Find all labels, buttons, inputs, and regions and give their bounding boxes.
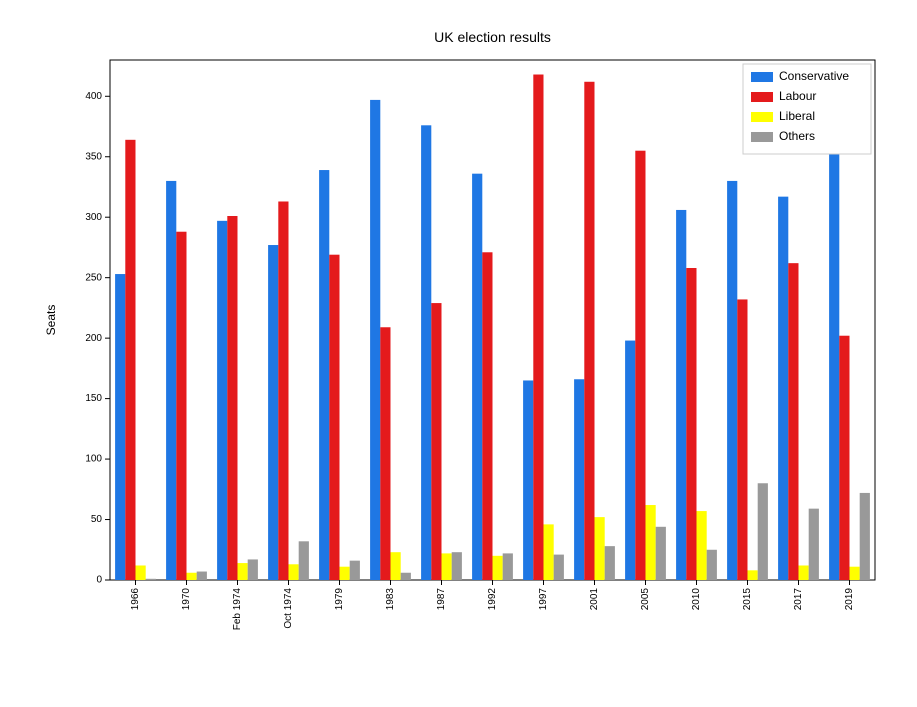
x-tick-label: 2001 xyxy=(589,588,600,611)
chart-title: UK election results xyxy=(434,29,551,45)
y-tick-label: 50 xyxy=(91,514,103,525)
bar xyxy=(370,100,380,580)
legend-swatch xyxy=(751,132,773,142)
chart-container: 0 50 100 150 200 250 300 350 400 1966 1970 Feb 1974… xyxy=(0,0,917,707)
bar xyxy=(605,546,615,580)
bar xyxy=(442,553,452,580)
bar xyxy=(697,511,707,580)
x-tick-label: 1987 xyxy=(436,588,447,611)
y-tick-label: 150 xyxy=(85,393,102,404)
bar xyxy=(238,563,248,580)
bar xyxy=(187,573,197,580)
bar xyxy=(493,556,503,580)
bar xyxy=(401,573,411,580)
y-axis-label: Seats xyxy=(44,305,58,336)
bar xyxy=(289,564,299,580)
bar xyxy=(860,493,870,580)
legend-label: Conservative xyxy=(779,69,849,83)
chart-svg: 0 50 100 150 200 250 300 350 400 1966 1970 Feb 1974… xyxy=(0,0,917,707)
y-tick-label: 250 xyxy=(85,272,102,283)
x-tick-label: 1983 xyxy=(385,588,396,611)
x-tick-label: 1992 xyxy=(487,588,498,611)
bar xyxy=(166,181,176,580)
bar xyxy=(217,221,227,580)
bar xyxy=(350,561,360,580)
bar xyxy=(829,139,839,580)
x-tick-label: 2015 xyxy=(742,588,753,611)
bar xyxy=(788,263,798,580)
y-tick-label: 400 xyxy=(85,91,102,102)
bar xyxy=(748,570,758,580)
legend-swatch xyxy=(751,112,773,122)
bar xyxy=(136,565,146,580)
x-tick-label: 1970 xyxy=(181,588,192,611)
bar xyxy=(676,210,686,580)
bar xyxy=(452,552,462,580)
x-tick-label: Oct 1974 xyxy=(283,588,294,629)
x-tick-label: Feb 1974 xyxy=(232,588,243,631)
x-tick-label: 1966 xyxy=(130,588,141,611)
x-tick-label: 2005 xyxy=(640,588,651,611)
bar xyxy=(656,527,666,580)
x-tick-label: 2010 xyxy=(691,588,702,611)
bar xyxy=(431,303,441,580)
bar xyxy=(176,232,186,580)
bar xyxy=(227,216,237,580)
x-tick-label: 2019 xyxy=(844,588,855,611)
legend-label: Others xyxy=(779,129,815,143)
bar xyxy=(850,567,860,580)
x-tick-label: 1997 xyxy=(538,588,549,611)
bar xyxy=(380,327,390,580)
legend-swatch xyxy=(751,72,773,82)
y-tick-label: 200 xyxy=(85,333,102,344)
bar xyxy=(544,524,554,580)
bar xyxy=(391,552,401,580)
legend-label: Liberal xyxy=(779,109,815,123)
bar xyxy=(635,151,645,580)
bar xyxy=(319,170,329,580)
y-tick-label: 100 xyxy=(85,454,102,465)
bar xyxy=(758,483,768,580)
bar xyxy=(299,541,309,580)
bar xyxy=(584,82,594,580)
y-tick-label: 350 xyxy=(85,151,102,162)
bar xyxy=(472,174,482,580)
bar xyxy=(421,125,431,580)
bar xyxy=(278,201,288,580)
bar xyxy=(248,559,258,580)
bar xyxy=(523,380,533,580)
bar xyxy=(533,75,543,580)
bar xyxy=(595,517,605,580)
bar xyxy=(574,379,584,580)
bar xyxy=(125,140,135,580)
bar xyxy=(646,505,656,580)
bar xyxy=(839,336,849,580)
bar xyxy=(482,252,492,580)
bar xyxy=(146,579,156,580)
bar xyxy=(625,341,635,580)
x-tick-label: 2017 xyxy=(793,588,804,611)
bar xyxy=(809,509,819,580)
bar xyxy=(686,268,696,580)
bar xyxy=(778,197,788,580)
bar xyxy=(197,572,207,580)
y-tick-label: 300 xyxy=(85,212,102,223)
bar xyxy=(329,255,339,580)
x-tick-label: 1979 xyxy=(334,588,345,611)
bar xyxy=(268,245,278,580)
legend-label: Labour xyxy=(779,89,816,103)
bar xyxy=(707,550,717,580)
bar xyxy=(554,555,564,580)
bar xyxy=(799,565,809,580)
bar xyxy=(737,299,747,580)
bar xyxy=(503,553,513,580)
bar xyxy=(340,567,350,580)
y-tick-label: 0 xyxy=(96,575,102,586)
legend-swatch xyxy=(751,92,773,102)
bar xyxy=(727,181,737,580)
bar xyxy=(115,274,125,580)
